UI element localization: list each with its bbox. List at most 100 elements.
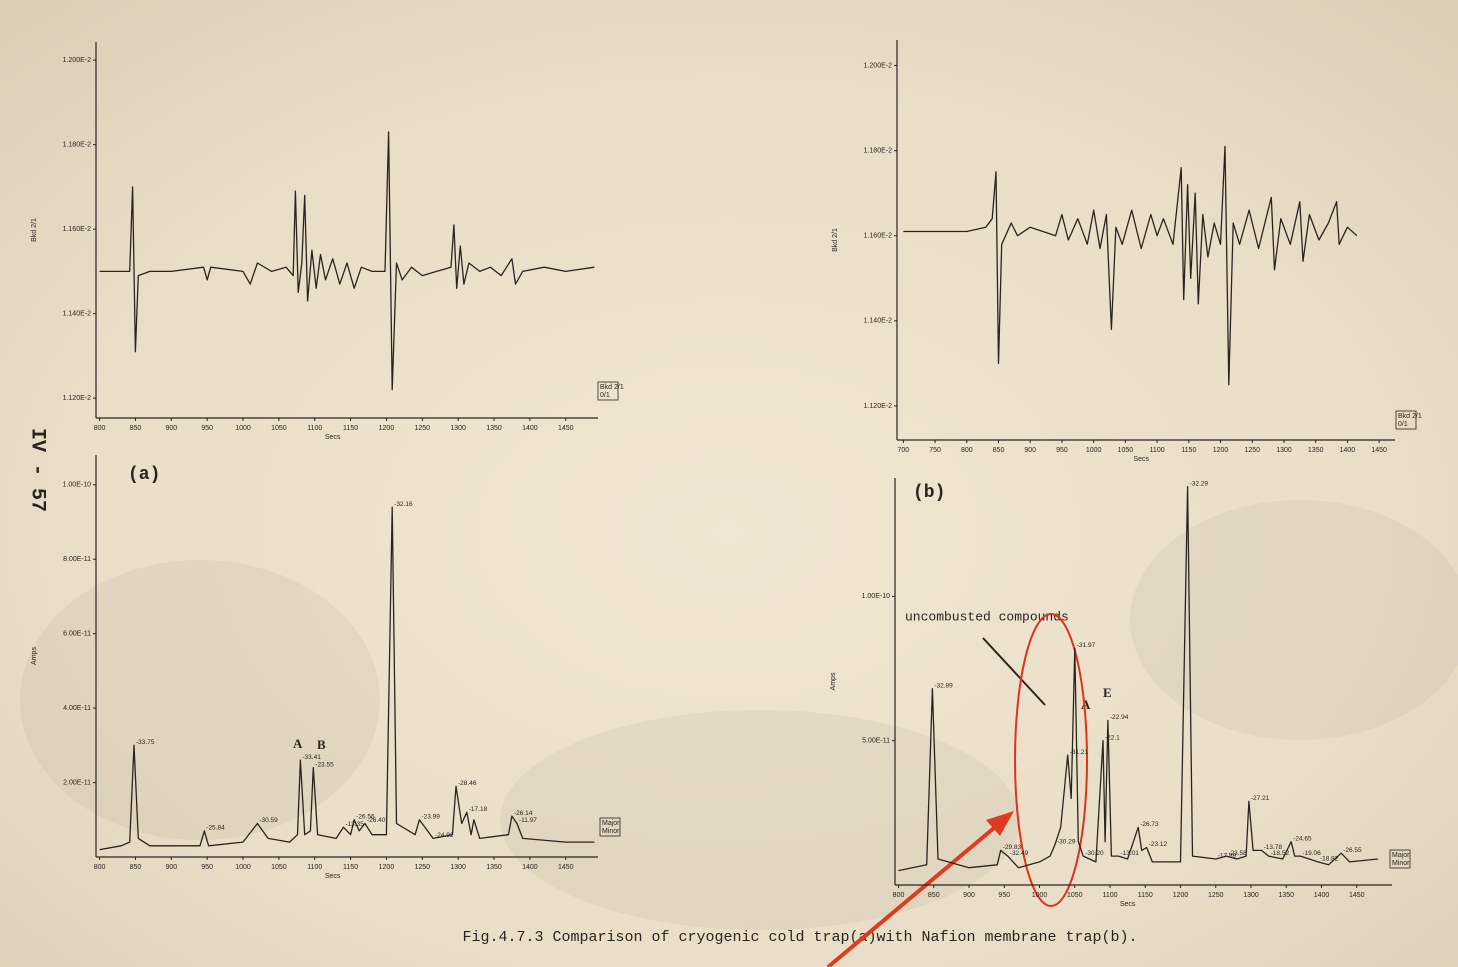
- peak-label: -23.55: [315, 761, 334, 768]
- legend-label: Bkd 2/1: [600, 384, 624, 391]
- x-axis-label: Secs: [1120, 901, 1136, 908]
- legend-box: [597, 381, 619, 401]
- legend-label: Major: [602, 820, 620, 827]
- x-axis-label: Secs: [1133, 456, 1149, 463]
- peak-label: -29.83: [1003, 844, 1022, 851]
- annotation: E: [1103, 685, 1112, 700]
- peak-label: -11.97: [519, 817, 537, 824]
- x-tick-label: 850: [928, 892, 940, 899]
- legend-label: 0/1: [600, 392, 610, 399]
- trace: [903, 145, 1358, 386]
- x-tick-label: 1000: [235, 864, 251, 871]
- peak-label: -23.12: [1149, 841, 1168, 848]
- pointer-line: [982, 637, 1046, 706]
- y-axis-label: Amps: [31, 647, 38, 665]
- highlight-ellipse: [1014, 613, 1088, 907]
- x-tick-label: 1050: [1067, 892, 1083, 899]
- trace: [99, 131, 595, 391]
- peak-label: -17.18: [469, 806, 488, 813]
- x-tick-label: 1200: [379, 864, 395, 871]
- panel-label: (b): [913, 483, 945, 503]
- x-tick-label: 850: [130, 425, 142, 432]
- annotation: uncombusted compounds: [905, 609, 1069, 624]
- x-tick-label: 1350: [486, 425, 502, 432]
- y-tick-label: 5.00E-11: [862, 738, 890, 745]
- peak-label: -31.21: [1070, 749, 1089, 756]
- peak-label: -24.65: [1293, 835, 1312, 842]
- peak-label: -24.92: [435, 832, 454, 839]
- y-tick-label: 1.180E-2: [63, 142, 92, 149]
- peak-label: -19.06: [1302, 850, 1321, 857]
- x-tick-label: 1150: [343, 425, 358, 432]
- y-axis-label: Amps: [830, 672, 837, 690]
- peak-label: -26.73: [1140, 821, 1159, 828]
- peak-label: -28.46: [458, 780, 477, 787]
- y-tick-label: 1.00E-10: [862, 593, 891, 600]
- peak-label: -33.41: [302, 754, 321, 761]
- x-tick-label: 900: [963, 892, 975, 899]
- red-arrow-head: [986, 811, 1014, 836]
- y-tick-label: 2.00E-11: [63, 779, 91, 786]
- peak-label: -26.14: [514, 810, 533, 817]
- x-tick-label: 1050: [271, 425, 287, 432]
- peak-label: -26.55: [1343, 847, 1362, 854]
- annotation: A: [293, 736, 303, 751]
- peak-label: -18.82: [1320, 856, 1339, 863]
- y-tick-label: 1.140E-2: [63, 310, 92, 317]
- x-tick-label: 1350: [486, 864, 502, 871]
- x-tick-label: 1100: [1150, 447, 1165, 454]
- faded-photo: [20, 560, 380, 840]
- x-tick-label: 1100: [307, 864, 322, 871]
- legend-box: [1395, 410, 1417, 430]
- peak-label: -31.97: [1077, 642, 1096, 649]
- legend-label: Minor: [602, 828, 620, 835]
- y-tick-label: 1.00E-10: [63, 482, 92, 489]
- x-tick-label: 850: [993, 447, 1005, 454]
- peak-label: -33.75: [136, 739, 155, 746]
- y-tick-label: 1.120E-2: [864, 403, 893, 410]
- x-tick-label: 1300: [1243, 892, 1259, 899]
- x-tick-label: 1400: [1340, 447, 1356, 454]
- x-tick-label: 900: [165, 864, 177, 871]
- x-tick-label: 1300: [450, 864, 466, 871]
- x-tick-label: 950: [998, 892, 1010, 899]
- peak-label: -23.58: [1228, 850, 1247, 857]
- annotation: A: [1081, 697, 1091, 712]
- peak-label: -25.84: [206, 825, 225, 832]
- legend-label: 0/1: [1398, 421, 1408, 428]
- x-tick-label: 1150: [343, 864, 358, 871]
- peak-label: -13.35: [345, 821, 364, 828]
- peak-label: -22.1: [1105, 734, 1120, 741]
- caption: Fig.4.7.3 Comparison of cryogenic cold t…: [462, 929, 1137, 946]
- x-tick-label: 800: [961, 447, 973, 454]
- x-axis-label: Secs: [325, 873, 341, 880]
- y-tick-label: 4.00E-11: [63, 705, 91, 712]
- peak-label: -26.40: [367, 817, 386, 824]
- legend-box: [599, 817, 621, 837]
- x-tick-label: 900: [1024, 447, 1036, 454]
- x-tick-label: 1250: [415, 864, 431, 871]
- peak-label: -30.20: [1085, 850, 1104, 857]
- trace: [898, 486, 1378, 872]
- x-tick-label: 1200: [379, 425, 395, 432]
- x-tick-label: 1100: [307, 425, 322, 432]
- y-tick-label: 1.180E-2: [864, 147, 893, 154]
- x-tick-label: 1000: [1086, 447, 1102, 454]
- x-tick-label: 950: [201, 864, 213, 871]
- peak-label: -32.49: [1010, 850, 1029, 857]
- peak-label: -13.01: [1120, 850, 1139, 857]
- peak-label: -13.78: [1264, 844, 1283, 851]
- y-tick-label: 1.140E-2: [864, 318, 893, 325]
- x-tick-label: 750: [929, 447, 941, 454]
- y-tick-label: 6.00E-11: [63, 631, 91, 638]
- faded-photo: [500, 710, 1020, 930]
- x-tick-label: 1400: [522, 864, 538, 871]
- legend-label: Major: [1392, 852, 1410, 859]
- peak-label: -23.99: [421, 813, 440, 820]
- x-tick-label: 1250: [415, 425, 431, 432]
- peak-label: -32.89: [934, 682, 953, 689]
- x-tick-label: 1450: [558, 864, 574, 871]
- trace: [99, 506, 595, 851]
